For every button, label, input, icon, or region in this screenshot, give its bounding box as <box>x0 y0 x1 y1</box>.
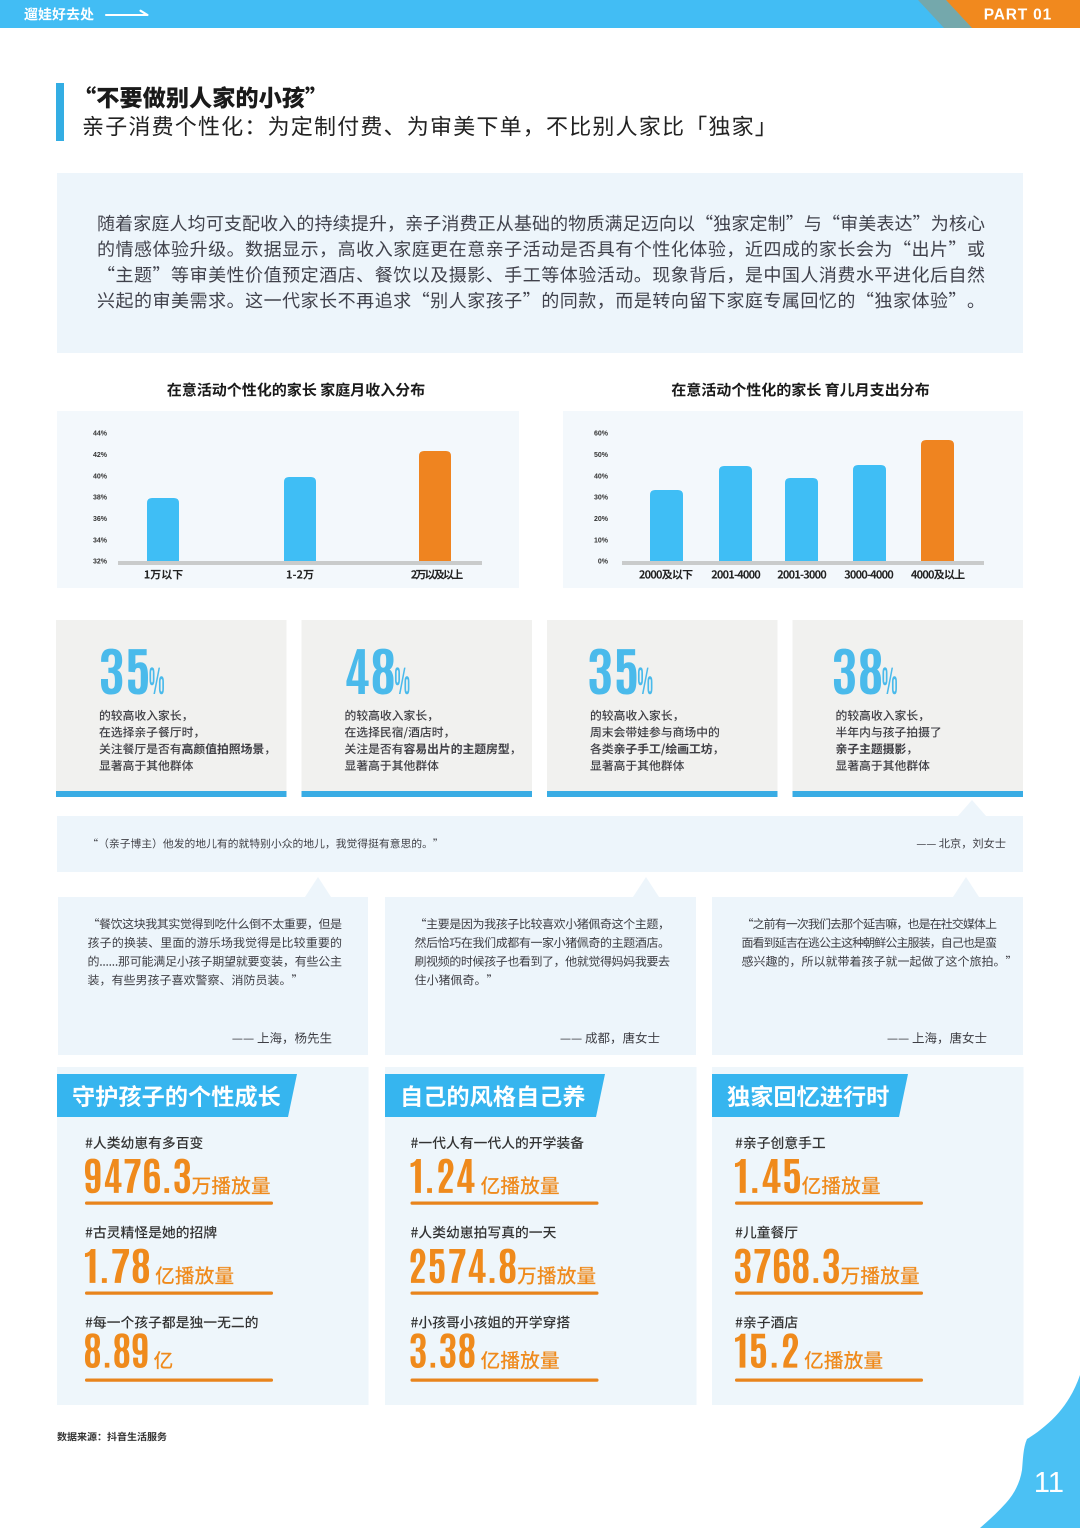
svg-text:11: 11 <box>1034 1467 1064 1499</box>
svg-text:42%: 42% <box>93 452 108 459</box>
svg-text:32%: 32% <box>93 559 108 566</box>
svg-text:40%: 40% <box>594 473 609 480</box>
svg-text:36%: 36% <box>93 516 108 523</box>
svg-text:60%: 60% <box>594 431 609 438</box>
svg-text:44%: 44% <box>93 431 108 438</box>
svg-text:PART 01: PART 01 <box>984 7 1052 24</box>
svg-text:30%: 30% <box>594 495 609 502</box>
svg-text:0%: 0% <box>598 559 609 566</box>
svg-text:20%: 20% <box>594 516 609 523</box>
svg-text:40%: 40% <box>93 473 108 480</box>
svg-text:50%: 50% <box>594 452 609 459</box>
svg-text:10%: 10% <box>594 537 609 544</box>
svg-text:38%: 38% <box>93 495 108 502</box>
svg-text:34%: 34% <box>93 537 108 544</box>
